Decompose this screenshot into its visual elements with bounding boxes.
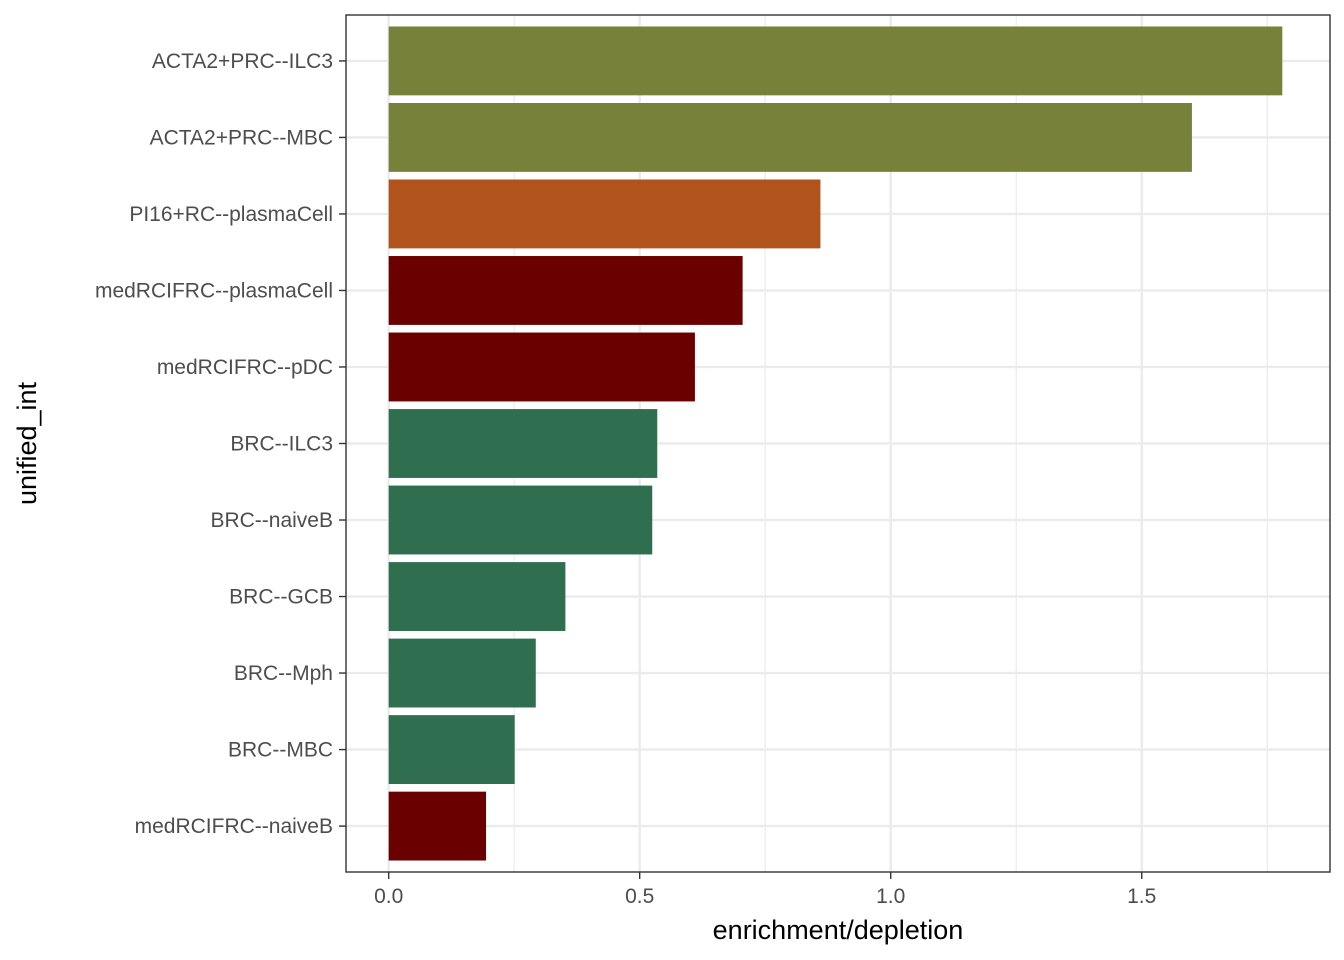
y-axis-title: unified_int (12, 381, 42, 505)
y-tick-label: ACTA2+PRC--MBC (150, 126, 333, 149)
bar (388, 562, 566, 631)
bar (388, 179, 821, 249)
y-tick-label: BRC--MBC (228, 739, 333, 762)
bar (388, 715, 515, 785)
y-tick-label: BRC--ILC3 (230, 433, 333, 456)
x-axis-title: enrichment/depletion (713, 915, 964, 945)
bar (388, 485, 653, 555)
bar (388, 409, 658, 478)
axes: ACTA2+PRC--ILC3 ACTA2+PRC--MBC PI16+RC--pl… (95, 50, 1156, 908)
y-tick-label: BRC--GCB (229, 586, 333, 609)
bar (388, 256, 743, 325)
bar (388, 26, 1283, 96)
y-tick-label: medRCIFRC--pDC (157, 356, 333, 379)
x-tick-label: 0.5 (625, 885, 654, 908)
bar (388, 332, 695, 402)
y-tick-label: BRC--naiveB (210, 509, 333, 532)
y-tick-label: BRC--Mph (234, 662, 333, 685)
x-tick-label: 0.0 (374, 885, 403, 908)
y-tick-label: ACTA2+PRC--ILC3 (152, 50, 333, 73)
bar (388, 638, 536, 708)
bar (388, 102, 1192, 172)
x-tick-label: 1.5 (1127, 885, 1156, 908)
y-tick-label: medRCIFRC--plasmaCell (95, 279, 333, 302)
x-tick-label: 1.0 (876, 885, 905, 908)
y-tick-label: medRCIFRC--naiveB (135, 815, 333, 838)
y-tick-label: PI16+RC--plasmaCell (129, 203, 333, 226)
bar (388, 791, 487, 861)
bars (388, 26, 1283, 861)
